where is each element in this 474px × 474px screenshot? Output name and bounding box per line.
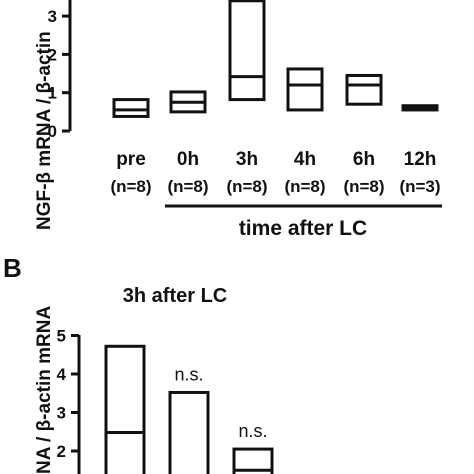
panel-a-n-label: (n=8) — [110, 177, 151, 196]
panel-a-category-label: pre — [116, 149, 146, 170]
panel-b-ytick-label: 3 — [57, 404, 66, 423]
panel-b-y-ticks: 2 3 4 5 — [57, 327, 79, 461]
panel-b-ytick-label: 2 — [57, 442, 66, 461]
panel-a-category-label: 3h — [236, 149, 258, 170]
panel-b-ytick-label: 5 — [57, 327, 66, 346]
panel-a-ytick-label: 0 — [48, 122, 57, 141]
panel-a-xlabel: time after LC — [239, 217, 367, 240]
panel-a-box — [112, 98, 150, 118]
panel-b-ylabel: NA / β-actin mRNA — [34, 306, 55, 474]
panel-a-n-label: (n=8) — [343, 177, 384, 196]
panel-a-ytick-label: 1 — [48, 84, 57, 103]
panel-a-category-label: 12h — [404, 149, 437, 170]
panel-a-n-label: (n=8) — [226, 177, 267, 196]
panel-a-box — [228, 0, 266, 102]
panel-a: NGF-β mRNA / β-actin 0 1 2 3 pre (n=8) 0h (n=8… — [34, 0, 442, 240]
panel-b: B NA / β-actin mRNA 3h after LC 2 3 4 5 n.s… — [3, 253, 274, 474]
panel-a-ytick-label: 3 — [48, 7, 57, 26]
panel-a-category-label: 6h — [353, 149, 375, 170]
panel-a-categories: pre (n=8) 0h (n=8) 3h (n=8) 4h (n=8) 6h (n=8) 12h (… — [110, 149, 440, 196]
panel-b-box — [168, 390, 210, 474]
panel-a-n-label: (n=3) — [399, 177, 440, 196]
panel-a-ytick-label: 2 — [48, 45, 57, 64]
panel-b-boxes — [104, 344, 274, 474]
panel-a-n-label: (n=8) — [167, 177, 208, 196]
panel-a-box — [286, 67, 324, 112]
panel-a-category-label: 0h — [177, 149, 199, 170]
panel-b-box — [104, 344, 146, 474]
panel-a-n-label: (n=8) — [284, 177, 325, 196]
panel-a-ylabel: NGF-β mRNA / β-actin — [34, 31, 55, 230]
panel-label-b: B — [3, 253, 22, 283]
panel-b-title: 3h after LC — [123, 285, 227, 307]
panel-a-box — [345, 73, 383, 106]
panel-a-y-ticks: 0 1 2 3 — [48, 7, 70, 141]
panel-b-ytick-label: 4 — [57, 365, 67, 384]
panel-a-category-label: 4h — [294, 149, 316, 170]
panel-b-ns-annotation: n.s. — [174, 364, 203, 384]
panel-b-annotations: n.s. n.s. — [174, 364, 267, 441]
panel-b-ns-annotation: n.s. — [238, 421, 267, 441]
panel-a-boxes — [112, 0, 439, 118]
